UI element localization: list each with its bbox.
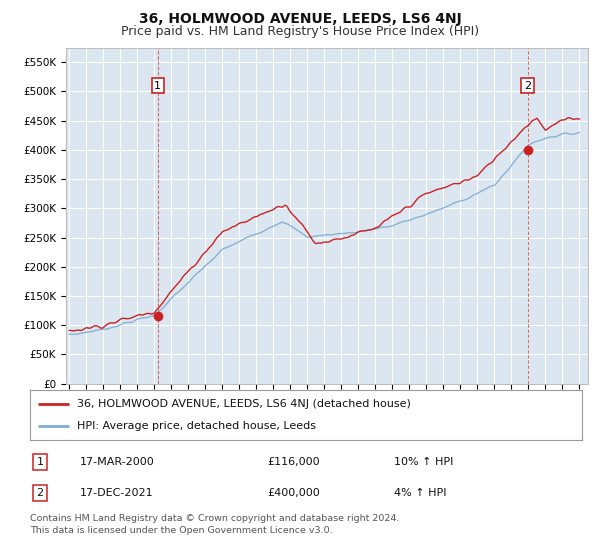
Text: 36, HOLMWOOD AVENUE, LEEDS, LS6 4NJ: 36, HOLMWOOD AVENUE, LEEDS, LS6 4NJ (139, 12, 461, 26)
Text: £400,000: £400,000 (268, 488, 320, 498)
Text: 1: 1 (154, 81, 161, 91)
Text: 1: 1 (37, 457, 43, 467)
Text: 17-DEC-2021: 17-DEC-2021 (80, 488, 154, 498)
Text: 17-MAR-2000: 17-MAR-2000 (80, 457, 154, 467)
Text: Contains HM Land Registry data © Crown copyright and database right 2024.
This d: Contains HM Land Registry data © Crown c… (30, 514, 400, 535)
Text: 2: 2 (524, 81, 531, 91)
Text: 2: 2 (37, 488, 43, 498)
Text: Price paid vs. HM Land Registry's House Price Index (HPI): Price paid vs. HM Land Registry's House … (121, 25, 479, 38)
Text: HPI: Average price, detached house, Leeds: HPI: Average price, detached house, Leed… (77, 421, 316, 431)
Text: 4% ↑ HPI: 4% ↑ HPI (394, 488, 447, 498)
Text: £116,000: £116,000 (268, 457, 320, 467)
Text: 36, HOLMWOOD AVENUE, LEEDS, LS6 4NJ (detached house): 36, HOLMWOOD AVENUE, LEEDS, LS6 4NJ (det… (77, 399, 411, 409)
Text: 10% ↑ HPI: 10% ↑ HPI (394, 457, 454, 467)
